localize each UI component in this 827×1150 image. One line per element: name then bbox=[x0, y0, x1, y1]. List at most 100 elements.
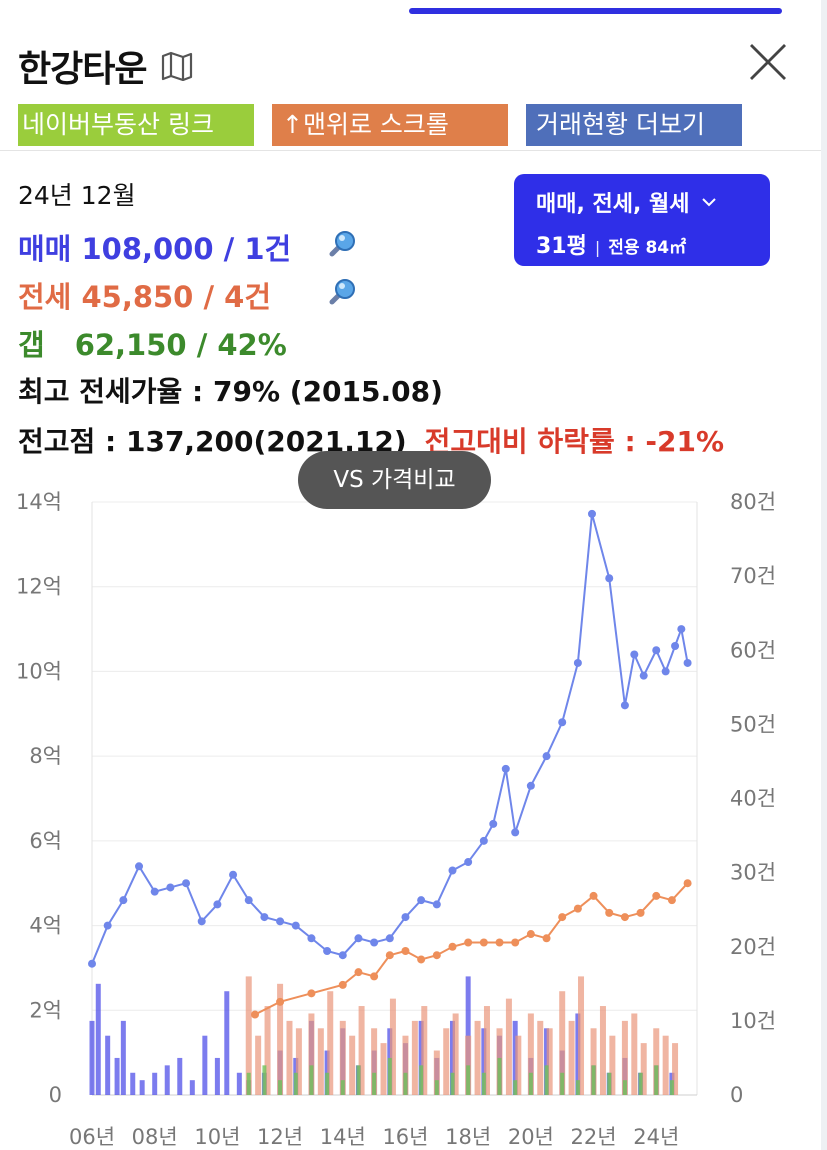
price-point bbox=[417, 896, 426, 905]
y-left-tick-label: 6억 bbox=[29, 829, 62, 853]
volume-bar bbox=[452, 1013, 459, 1095]
filter-types: 매매, 전세, 월세 bbox=[536, 192, 690, 217]
x-tick-label: 18년 bbox=[445, 1125, 491, 1149]
price-point bbox=[354, 968, 363, 977]
volume-bar bbox=[654, 1065, 659, 1095]
price-point bbox=[103, 921, 112, 930]
close-icon[interactable] bbox=[748, 42, 788, 82]
naver-link-button[interactable]: 네이버부동산 링크 bbox=[18, 104, 254, 146]
filter-area: 전용 84㎡ bbox=[608, 238, 687, 258]
search-jeonse-icon[interactable] bbox=[324, 276, 358, 310]
volume-bar bbox=[528, 1072, 533, 1095]
more-trades-button[interactable]: 거래현황 더보기 bbox=[526, 104, 742, 146]
volume-bar bbox=[640, 1043, 647, 1095]
volume-bar bbox=[402, 1035, 409, 1095]
volume-bar bbox=[578, 976, 585, 1095]
price-point bbox=[605, 574, 614, 583]
price-point bbox=[354, 934, 363, 943]
volume-bar bbox=[387, 1057, 392, 1095]
compare-button[interactable]: VS 가격비교 bbox=[298, 451, 491, 509]
price-point bbox=[150, 887, 159, 896]
price-point bbox=[677, 625, 686, 634]
price-point bbox=[291, 921, 300, 930]
volume-bar bbox=[411, 1020, 418, 1095]
price-point bbox=[307, 989, 316, 998]
volume-bar bbox=[356, 1065, 361, 1095]
price-point bbox=[573, 904, 582, 913]
volume-bar bbox=[317, 1028, 324, 1095]
volume-bar bbox=[560, 1072, 565, 1095]
volume-bar bbox=[433, 1050, 440, 1095]
volume-bar bbox=[575, 1013, 581, 1095]
price-point bbox=[213, 900, 222, 909]
scrollbar-track[interactable] bbox=[821, 0, 827, 1150]
price-point bbox=[636, 908, 645, 917]
drop-rate: 전고대비 하락률 : -21% bbox=[424, 425, 725, 458]
volume-bar bbox=[418, 1020, 424, 1095]
price-point bbox=[683, 658, 692, 667]
volume-bar bbox=[497, 1057, 502, 1095]
price-point bbox=[323, 946, 332, 955]
x-tick-label: 08년 bbox=[132, 1125, 178, 1149]
volume-bar bbox=[164, 1065, 170, 1095]
volume-bar bbox=[372, 1072, 377, 1095]
price-point bbox=[370, 972, 379, 981]
price-point bbox=[639, 671, 648, 680]
y-right-tick-label: 0 bbox=[730, 1083, 743, 1107]
volume-bar bbox=[434, 1080, 439, 1095]
price-point bbox=[511, 938, 520, 947]
price-point bbox=[119, 896, 128, 905]
volume-bar bbox=[262, 1065, 267, 1095]
price-point bbox=[370, 938, 379, 947]
price-point bbox=[542, 752, 551, 761]
x-tick-label: 16년 bbox=[382, 1125, 428, 1149]
price-point bbox=[589, 891, 598, 900]
y-right-tick-label: 10건 bbox=[730, 1009, 776, 1033]
volume-bar bbox=[609, 1035, 616, 1095]
price-line bbox=[254, 882, 689, 1016]
volume-bar bbox=[599, 1006, 606, 1095]
volume-bar bbox=[295, 1028, 302, 1095]
volume-bar bbox=[189, 1080, 195, 1095]
price-point bbox=[542, 934, 551, 943]
price-point bbox=[683, 879, 692, 888]
price-point bbox=[448, 866, 457, 875]
volume-bar bbox=[358, 1006, 365, 1095]
volume-bar bbox=[224, 991, 230, 1095]
volume-bar bbox=[202, 1035, 208, 1095]
summary-sale: 매매 108,000 / 1건 bbox=[18, 232, 292, 266]
volume-bar bbox=[515, 1035, 522, 1095]
price-point bbox=[652, 646, 661, 655]
x-tick-label: 22년 bbox=[571, 1125, 617, 1149]
volume-bar bbox=[481, 1072, 486, 1095]
price-point bbox=[276, 997, 285, 1006]
price-point bbox=[432, 951, 441, 960]
price-point bbox=[558, 913, 567, 922]
search-sale-icon[interactable] bbox=[324, 228, 358, 262]
volume-bar bbox=[339, 1020, 346, 1095]
volume-bar bbox=[544, 1028, 550, 1095]
trade-filter-dropdown[interactable]: 매매, 전세, 월세 31평 | 전용 84㎡ bbox=[514, 174, 770, 266]
x-tick-label: 20년 bbox=[508, 1125, 554, 1149]
price-point bbox=[385, 951, 394, 960]
map-icon[interactable] bbox=[160, 51, 194, 81]
price-point bbox=[417, 955, 426, 964]
price-point bbox=[244, 896, 253, 905]
price-point bbox=[661, 667, 670, 676]
volume-bar bbox=[505, 998, 512, 1095]
volume-bar bbox=[389, 998, 396, 1095]
y-left-tick-label: 0 bbox=[49, 1083, 62, 1107]
volume-bar bbox=[559, 991, 566, 1095]
price-point bbox=[88, 959, 96, 968]
volume-bar bbox=[653, 1028, 660, 1095]
volume-bar bbox=[264, 1006, 271, 1095]
scroll-top-button[interactable]: ↑맨위로 스크롤 bbox=[272, 104, 508, 146]
price-point bbox=[667, 896, 676, 905]
y-left-tick-label: 4억 bbox=[29, 914, 62, 938]
volume-bar bbox=[308, 1013, 315, 1095]
volume-bar bbox=[130, 1072, 136, 1095]
y-left-tick-label: 12억 bbox=[16, 575, 62, 599]
price-point bbox=[479, 836, 488, 845]
price-point bbox=[385, 934, 394, 943]
price-point bbox=[630, 650, 639, 659]
